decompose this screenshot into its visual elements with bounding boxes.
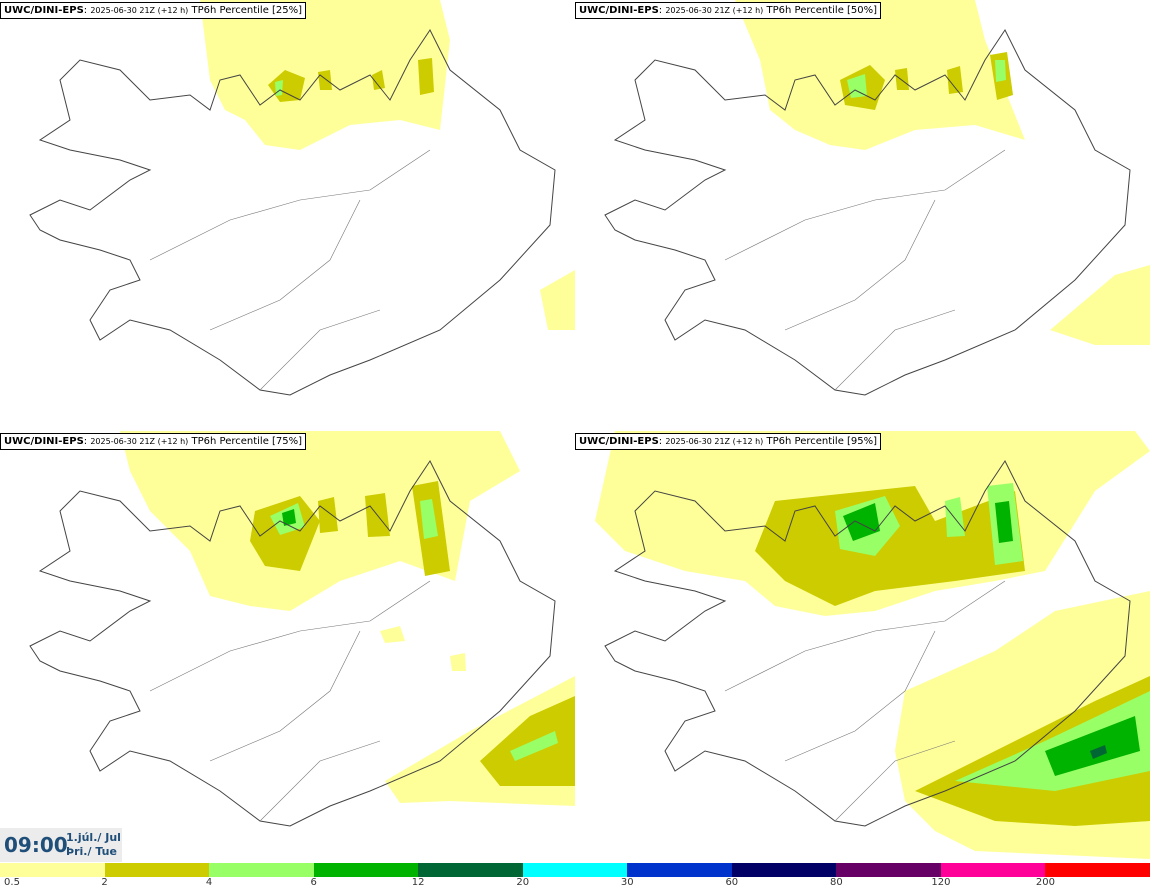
precip-area	[995, 60, 1006, 82]
roads	[149, 149, 431, 391]
panel-title: UWC/DINI-EPS: 2025-06-30 21Z (+12 h) TP6…	[0, 433, 307, 450]
roads	[724, 580, 1006, 822]
panel-title: UWC/DINI-EPS: 2025-06-30 21Z (+12 h) TP6…	[0, 2, 307, 19]
precip-map-p95	[595, 431, 1150, 859]
valid-time-date: 1.júl./ Jul Þri./ Tue	[66, 831, 121, 859]
precip-map-p75	[29, 431, 575, 827]
coastline	[29, 460, 556, 827]
field-label: TP6h Percentile [50%]	[766, 5, 878, 16]
color-scale-segment	[731, 863, 837, 877]
color-scale-label: 200	[1035, 877, 1055, 888]
color-scale-bar	[0, 863, 1150, 877]
date-line-1: 1.júl./ Jul	[66, 831, 121, 844]
color-scale-segment	[418, 863, 523, 877]
map-panel-p25: UWC/DINI-EPS: 2025-06-30 21Z (+12 h) TP6…	[0, 0, 575, 428]
precip-area	[250, 496, 320, 571]
precip-area	[540, 270, 575, 330]
precip-area	[418, 58, 434, 95]
color-scale-label: 120	[931, 877, 951, 888]
precip-area	[1050, 265, 1150, 345]
precip-area	[282, 509, 296, 526]
precip-area	[1045, 716, 1140, 776]
run-time: 2025-06-30 21Z (+12 h)	[90, 437, 189, 446]
model-name: UWC/DINI-EPS	[579, 5, 659, 16]
color-scale-label: 60	[725, 877, 739, 888]
color-scale-segment	[104, 863, 210, 877]
precip-area	[372, 70, 385, 90]
precip-area	[945, 497, 965, 537]
field-label: TP6h Percentile [25%]	[191, 5, 303, 16]
color-scale-labels: 0.5 2 4 6 12 20 30 60 80 120 200	[0, 877, 1150, 891]
field-label: TP6h Percentile [75%]	[191, 436, 303, 447]
color-scale-label: 0.5	[4, 877, 20, 888]
color-scale-label: 30	[620, 877, 634, 888]
color-scale-segment	[313, 863, 419, 877]
panel-title: UWC/DINI-EPS: 2025-06-30 21Z (+12 h) TP6…	[575, 433, 882, 450]
map-panel-p75: UWC/DINI-EPS: 2025-06-30 21Z (+12 h) TP6…	[0, 431, 575, 859]
color-scale-segment	[522, 863, 628, 877]
coastline	[604, 29, 1131, 396]
model-name: UWC/DINI-EPS	[4, 5, 84, 16]
precip-map-p25	[29, 0, 575, 396]
precip-area	[1090, 745, 1107, 759]
model-name: UWC/DINI-EPS	[4, 436, 84, 447]
precip-area	[995, 501, 1013, 543]
color-scale-label: 80	[829, 877, 843, 888]
run-time: 2025-06-30 21Z (+12 h)	[90, 6, 189, 15]
run-time: 2025-06-30 21Z (+12 h)	[665, 437, 764, 446]
color-scale-segment	[0, 863, 105, 877]
color-scale-segment	[627, 863, 732, 877]
precip-area	[895, 68, 909, 90]
precip-area	[318, 70, 332, 90]
field-label: TP6h Percentile [95%]	[766, 436, 878, 447]
color-scale-label: 4	[205, 877, 213, 888]
color-scale-segment	[209, 863, 314, 877]
map-panel-p50: UWC/DINI-EPS: 2025-06-30 21Z (+12 h) TP6…	[575, 0, 1150, 428]
precip-area	[450, 653, 466, 671]
color-scale-segment	[1045, 863, 1150, 877]
model-name: UWC/DINI-EPS	[579, 436, 659, 447]
precip-area	[510, 731, 558, 761]
valid-time-box: 09:00 1.júl./ Jul Þri./ Tue	[0, 828, 122, 862]
color-scale-label: 20	[516, 877, 530, 888]
coastline	[604, 460, 1131, 827]
precip-area	[480, 696, 575, 786]
color-scale-label: 6	[310, 877, 317, 888]
panel-title: UWC/DINI-EPS: 2025-06-30 21Z (+12 h) TP6…	[575, 2, 882, 19]
precip-area	[318, 497, 338, 533]
run-time: 2025-06-30 21Z (+12 h)	[665, 6, 764, 15]
coastline	[29, 29, 556, 396]
precip-area	[380, 626, 405, 643]
date-line-2: Þri./ Tue	[66, 845, 117, 858]
precip-area	[947, 66, 963, 94]
color-scale-label: 2	[101, 877, 108, 888]
precip-area	[420, 499, 438, 539]
color-scale-segment	[940, 863, 1046, 877]
map-panel-p95: UWC/DINI-EPS: 2025-06-30 21Z (+12 h) TP6…	[575, 431, 1150, 859]
roads	[724, 149, 1006, 391]
valid-time-clock: 09:00	[4, 833, 68, 857]
precip-map-p50	[604, 0, 1150, 396]
color-scale-label: 12	[411, 877, 425, 888]
precip-area	[275, 80, 283, 96]
roads	[149, 580, 431, 822]
precip-area	[843, 503, 880, 541]
color-scale-segment	[836, 863, 941, 877]
